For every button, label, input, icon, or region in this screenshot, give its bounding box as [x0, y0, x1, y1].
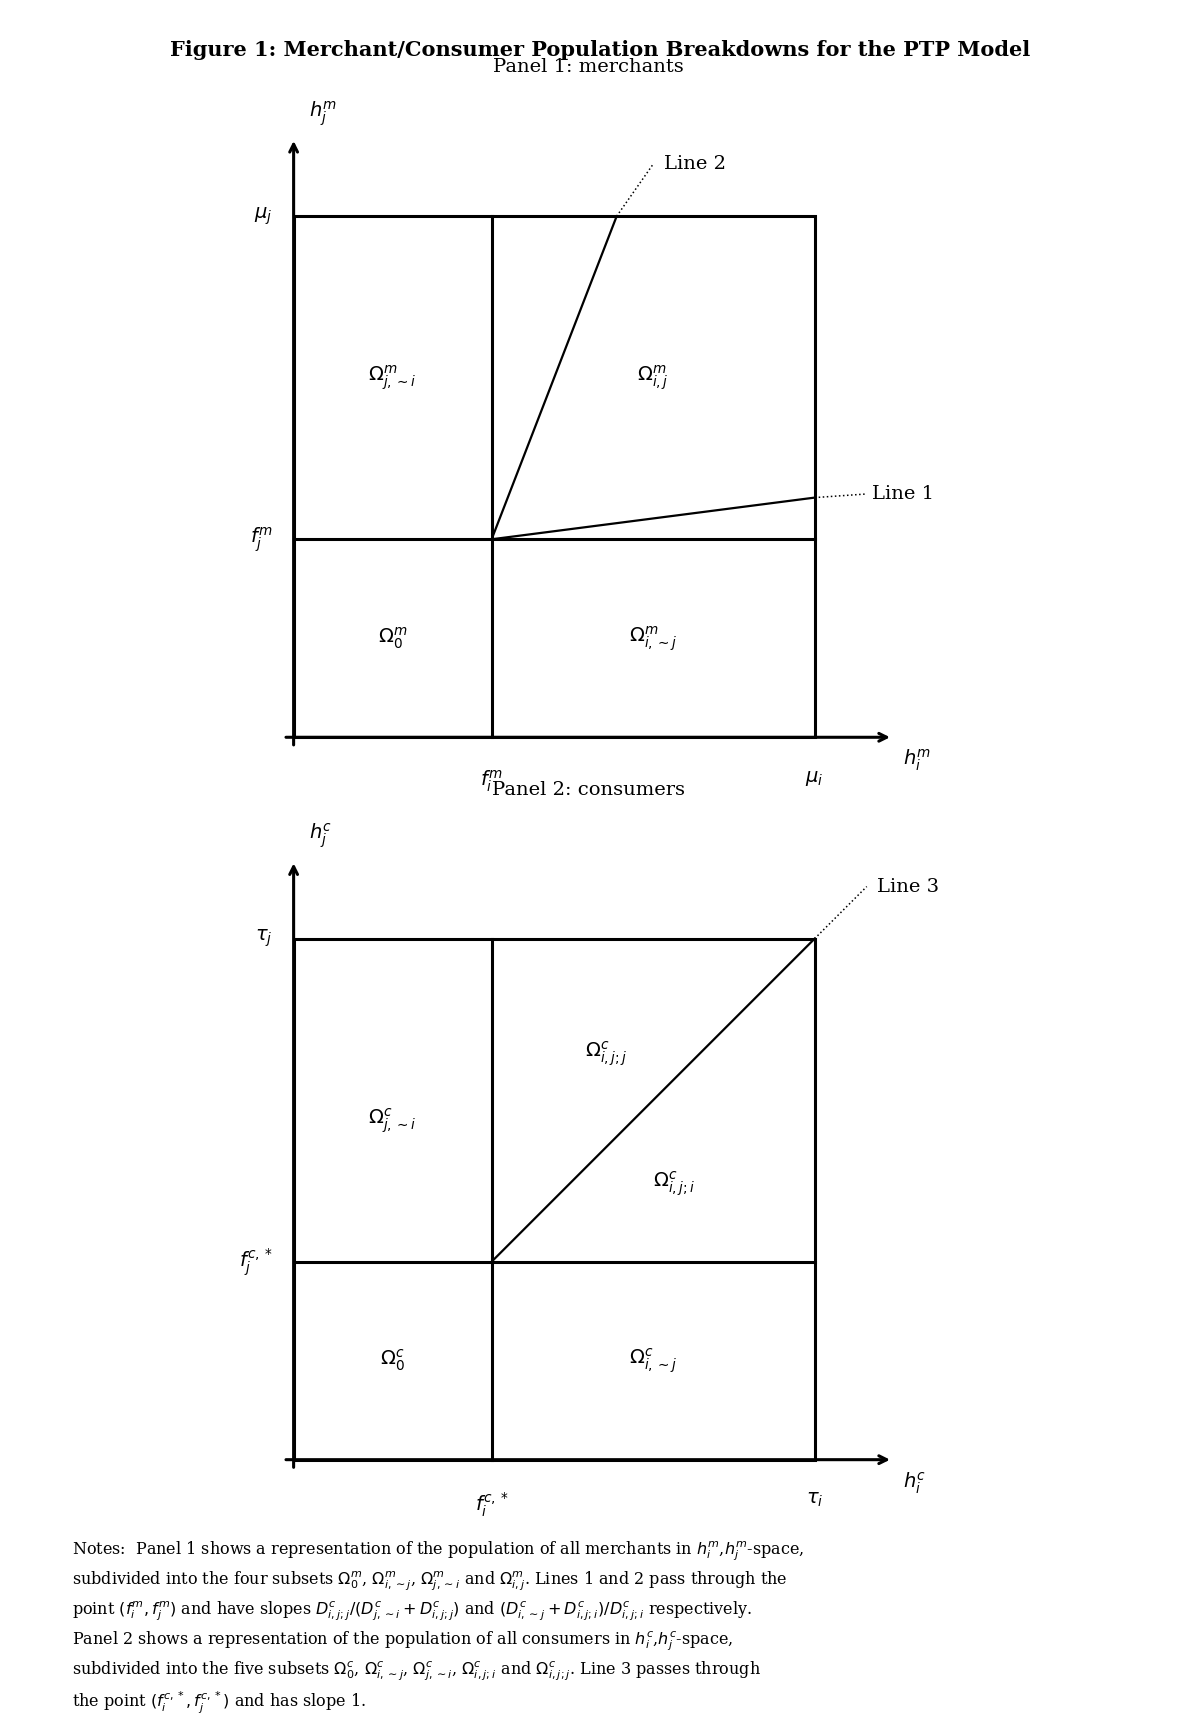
- Text: $\Omega^m_{i,j}$: $\Omega^m_{i,j}$: [637, 363, 668, 392]
- Text: $\Omega^c_{j,\sim i}$: $\Omega^c_{j,\sim i}$: [368, 1106, 416, 1135]
- Text: $\tau_j$: $\tau_j$: [256, 927, 272, 949]
- Text: $h_i^c$: $h_i^c$: [904, 1471, 926, 1496]
- Text: Line 2: Line 2: [664, 155, 726, 174]
- Text: $\Omega^c_{i,j;i}$: $\Omega^c_{i,j;i}$: [653, 1170, 695, 1197]
- Text: $h_j^m$: $h_j^m$: [310, 100, 337, 127]
- Text: $f_j^{c,*}$: $f_j^{c,*}$: [239, 1245, 272, 1278]
- Text: Panel 2 shows a representation of the population of all consumers in $h_i^c$,$h_: Panel 2 shows a representation of the po…: [72, 1631, 733, 1653]
- Text: $\Omega^m_0$: $\Omega^m_0$: [378, 626, 407, 652]
- Text: Figure 1: Merchant/Consumer Population Breakdowns for the PTP Model: Figure 1: Merchant/Consumer Population B…: [170, 40, 1030, 60]
- Text: $\mu_j$: $\mu_j$: [254, 205, 272, 227]
- Text: Notes:  Panel 1 shows a representation of the population of all merchants in $h_: Notes: Panel 1 shows a representation of…: [72, 1539, 804, 1563]
- Text: $\tau_i$: $\tau_i$: [806, 1491, 823, 1508]
- Text: $h_j^c$: $h_j^c$: [310, 822, 332, 850]
- Text: the point $(f_i^{c,*}, f_j^{c,*})$ and has slope 1.: the point $(f_i^{c,*}, f_j^{c,*})$ and h…: [72, 1689, 366, 1717]
- Text: $f_i^{c,*}$: $f_i^{c,*}$: [475, 1491, 509, 1519]
- Text: $h_i^m$: $h_i^m$: [904, 748, 931, 774]
- Text: point $(f_i^m, f_j^m)$ and have slopes $D^c_{i,j;j}/(D^c_{j,\sim i}+D^c_{i,j;j}): point $(f_i^m, f_j^m)$ and have slopes $…: [72, 1600, 752, 1624]
- Title: Panel 1: merchants: Panel 1: merchants: [493, 58, 683, 76]
- Title: Panel 2: consumers: Panel 2: consumers: [492, 781, 684, 798]
- Text: $f_j^m$: $f_j^m$: [250, 525, 272, 554]
- Text: $\Omega^c_{i,j;j}$: $\Omega^c_{i,j;j}$: [584, 1039, 628, 1068]
- Text: subdivided into the four subsets $\Omega_0^m$, $\Omega_{i,\sim j}^m$, $\Omega_{j: subdivided into the four subsets $\Omega…: [72, 1569, 787, 1593]
- Text: $\Omega^m_{i,\sim j}$: $\Omega^m_{i,\sim j}$: [629, 624, 677, 652]
- Text: $\mu_i$: $\mu_i$: [805, 769, 824, 788]
- Text: $\Omega^m_{j,\sim i}$: $\Omega^m_{j,\sim i}$: [368, 363, 416, 392]
- Text: $f_i^m$: $f_i^m$: [480, 769, 503, 795]
- Text: $\Omega^c_0$: $\Omega^c_0$: [380, 1348, 406, 1374]
- Text: $\Omega^c_{i,\sim j}$: $\Omega^c_{i,\sim j}$: [629, 1347, 677, 1374]
- Text: subdivided into the five subsets $\Omega_0^c$, $\Omega_{i,\sim j}^c$, $\Omega_{j: subdivided into the five subsets $\Omega…: [72, 1660, 761, 1684]
- Text: Line 1: Line 1: [872, 485, 934, 502]
- Text: Line 3: Line 3: [877, 877, 940, 896]
